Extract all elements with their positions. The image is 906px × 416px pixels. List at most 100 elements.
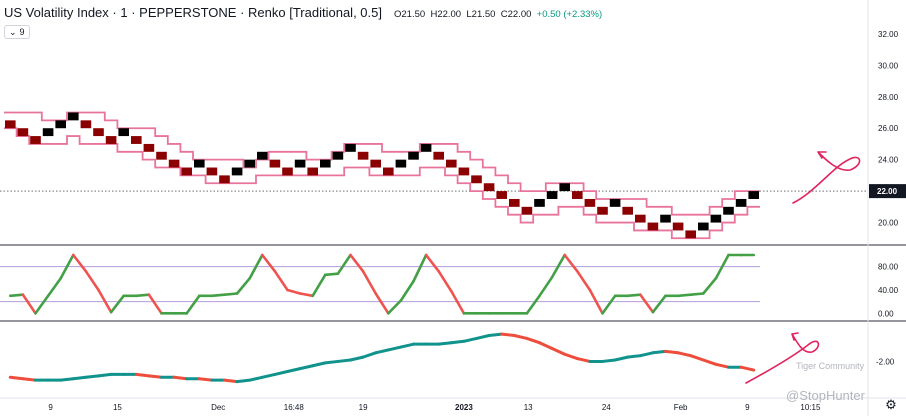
time-tick-label: 15 xyxy=(113,403,122,412)
renko-brick-down xyxy=(584,198,596,207)
osc-segment xyxy=(84,270,100,292)
renko-brick-up xyxy=(420,143,432,152)
renko-brick-up xyxy=(194,159,205,168)
price-tick-label: 32.00 xyxy=(878,30,899,39)
renko-brick-down xyxy=(458,167,470,176)
osc-tick-label: 0.00 xyxy=(878,309,894,318)
price-tick-label: 30.00 xyxy=(878,61,899,70)
lower-segment xyxy=(399,342,415,349)
renko-brick-down xyxy=(17,128,29,137)
renko-brick-up xyxy=(294,159,306,168)
renko-brick-up xyxy=(710,214,722,223)
renko-brick-down xyxy=(521,206,533,215)
renko-brick-down xyxy=(5,120,16,129)
oscillator-series xyxy=(9,253,756,315)
osc-segment xyxy=(601,294,617,315)
symbol-title[interactable]: US Volatility Index · 1 · PEPPERSTONE · … xyxy=(4,5,382,20)
osc-segment xyxy=(109,294,125,314)
renko-brick-down xyxy=(30,136,41,144)
osc-segment xyxy=(550,253,567,279)
renko-brick-down xyxy=(509,198,520,207)
time-axis[interactable]: 9 15 Dec 16:48 19 2023 13 24 Feb 9 10:15 xyxy=(48,403,821,412)
renko-brick-up xyxy=(698,222,709,231)
lower-segment xyxy=(475,334,491,340)
renko-brick-down xyxy=(168,159,180,168)
time-tick-label: 9 xyxy=(745,403,750,412)
exchange: PEPPERSTONE xyxy=(139,5,237,20)
lower-segment xyxy=(71,375,88,381)
indicator-collapse-button[interactable]: ⌄ 9 xyxy=(4,25,30,39)
chart-legend: US Volatility Index · 1 · PEPPERSTONE · … xyxy=(4,5,602,20)
lower-segment xyxy=(361,351,378,359)
chart-style: Renko [Traditional, 0.5] xyxy=(248,5,382,20)
renko-brick-down xyxy=(370,159,381,168)
osc-segment xyxy=(689,292,705,296)
lower-segment xyxy=(311,361,327,368)
renko-brick-down xyxy=(105,136,117,144)
renko-brick-down xyxy=(206,167,218,176)
renko-brick-down xyxy=(269,159,281,168)
renko-brick-up xyxy=(345,143,356,152)
lower-segment xyxy=(260,372,277,379)
osc-segment xyxy=(336,253,352,275)
osc-segment xyxy=(714,253,730,280)
osc-segment xyxy=(538,275,554,298)
osc-segment xyxy=(59,253,75,280)
lower-segment xyxy=(626,354,642,359)
lower-segment xyxy=(147,374,163,379)
time-tick-label: 16:48 xyxy=(284,403,305,412)
lower-tick-label: -2.00 xyxy=(876,357,895,366)
lower-segment xyxy=(701,358,718,366)
renko-brick-up xyxy=(231,167,243,176)
osc-segment xyxy=(588,288,604,315)
osc-segment xyxy=(349,253,365,273)
lower-pane-axis[interactable]: -2.00 xyxy=(876,357,895,366)
renko-brick-down xyxy=(219,175,230,184)
price-tick-label: 20.00 xyxy=(878,219,899,228)
lower-segment xyxy=(197,377,214,382)
lower-segment xyxy=(235,378,252,384)
osc-segment xyxy=(223,292,239,296)
lower-segment xyxy=(84,374,100,379)
osc-segment xyxy=(248,253,264,280)
renko-brick-up xyxy=(244,159,255,168)
renko-brick-down xyxy=(685,230,696,239)
osc-segment xyxy=(361,270,378,295)
oscillator-axis[interactable]: 0.00 40.00 80.00 xyxy=(0,263,899,319)
lower-segment xyxy=(21,377,37,382)
current-price-label: 22.00 xyxy=(877,187,898,196)
renko-brick-up xyxy=(546,191,558,199)
renko-brick-down xyxy=(143,143,155,152)
osc-segment xyxy=(563,253,579,273)
renko-brick-up xyxy=(395,159,407,168)
osc-segment xyxy=(235,277,251,295)
lower-segment xyxy=(462,336,478,343)
lower-segment xyxy=(601,358,617,363)
osc-segment xyxy=(34,294,50,315)
lower-segment xyxy=(500,332,516,338)
renko-brick-up xyxy=(660,214,671,223)
osc-segment xyxy=(399,279,415,302)
renko-brick-down xyxy=(131,136,142,144)
gear-icon[interactable]: ⚙ xyxy=(885,397,897,412)
lower-segment xyxy=(575,357,592,363)
lower-segment xyxy=(336,358,352,363)
time-tick-label: 19 xyxy=(359,403,368,412)
renko-brick-up xyxy=(735,198,747,207)
osc-segment xyxy=(210,293,226,298)
lower-segment xyxy=(664,349,680,355)
lower-segment xyxy=(563,352,579,361)
osc-segment xyxy=(323,272,340,277)
osc-segment xyxy=(311,273,327,298)
osc-segment xyxy=(676,293,693,298)
renko-brick-up xyxy=(320,159,331,168)
lower-segment xyxy=(323,359,340,365)
osc-segment xyxy=(273,270,289,292)
osc-segment xyxy=(449,289,466,315)
osc-segment xyxy=(185,294,201,315)
watermark-tiger: Tiger Community xyxy=(796,361,865,371)
osc-segment xyxy=(651,294,667,314)
